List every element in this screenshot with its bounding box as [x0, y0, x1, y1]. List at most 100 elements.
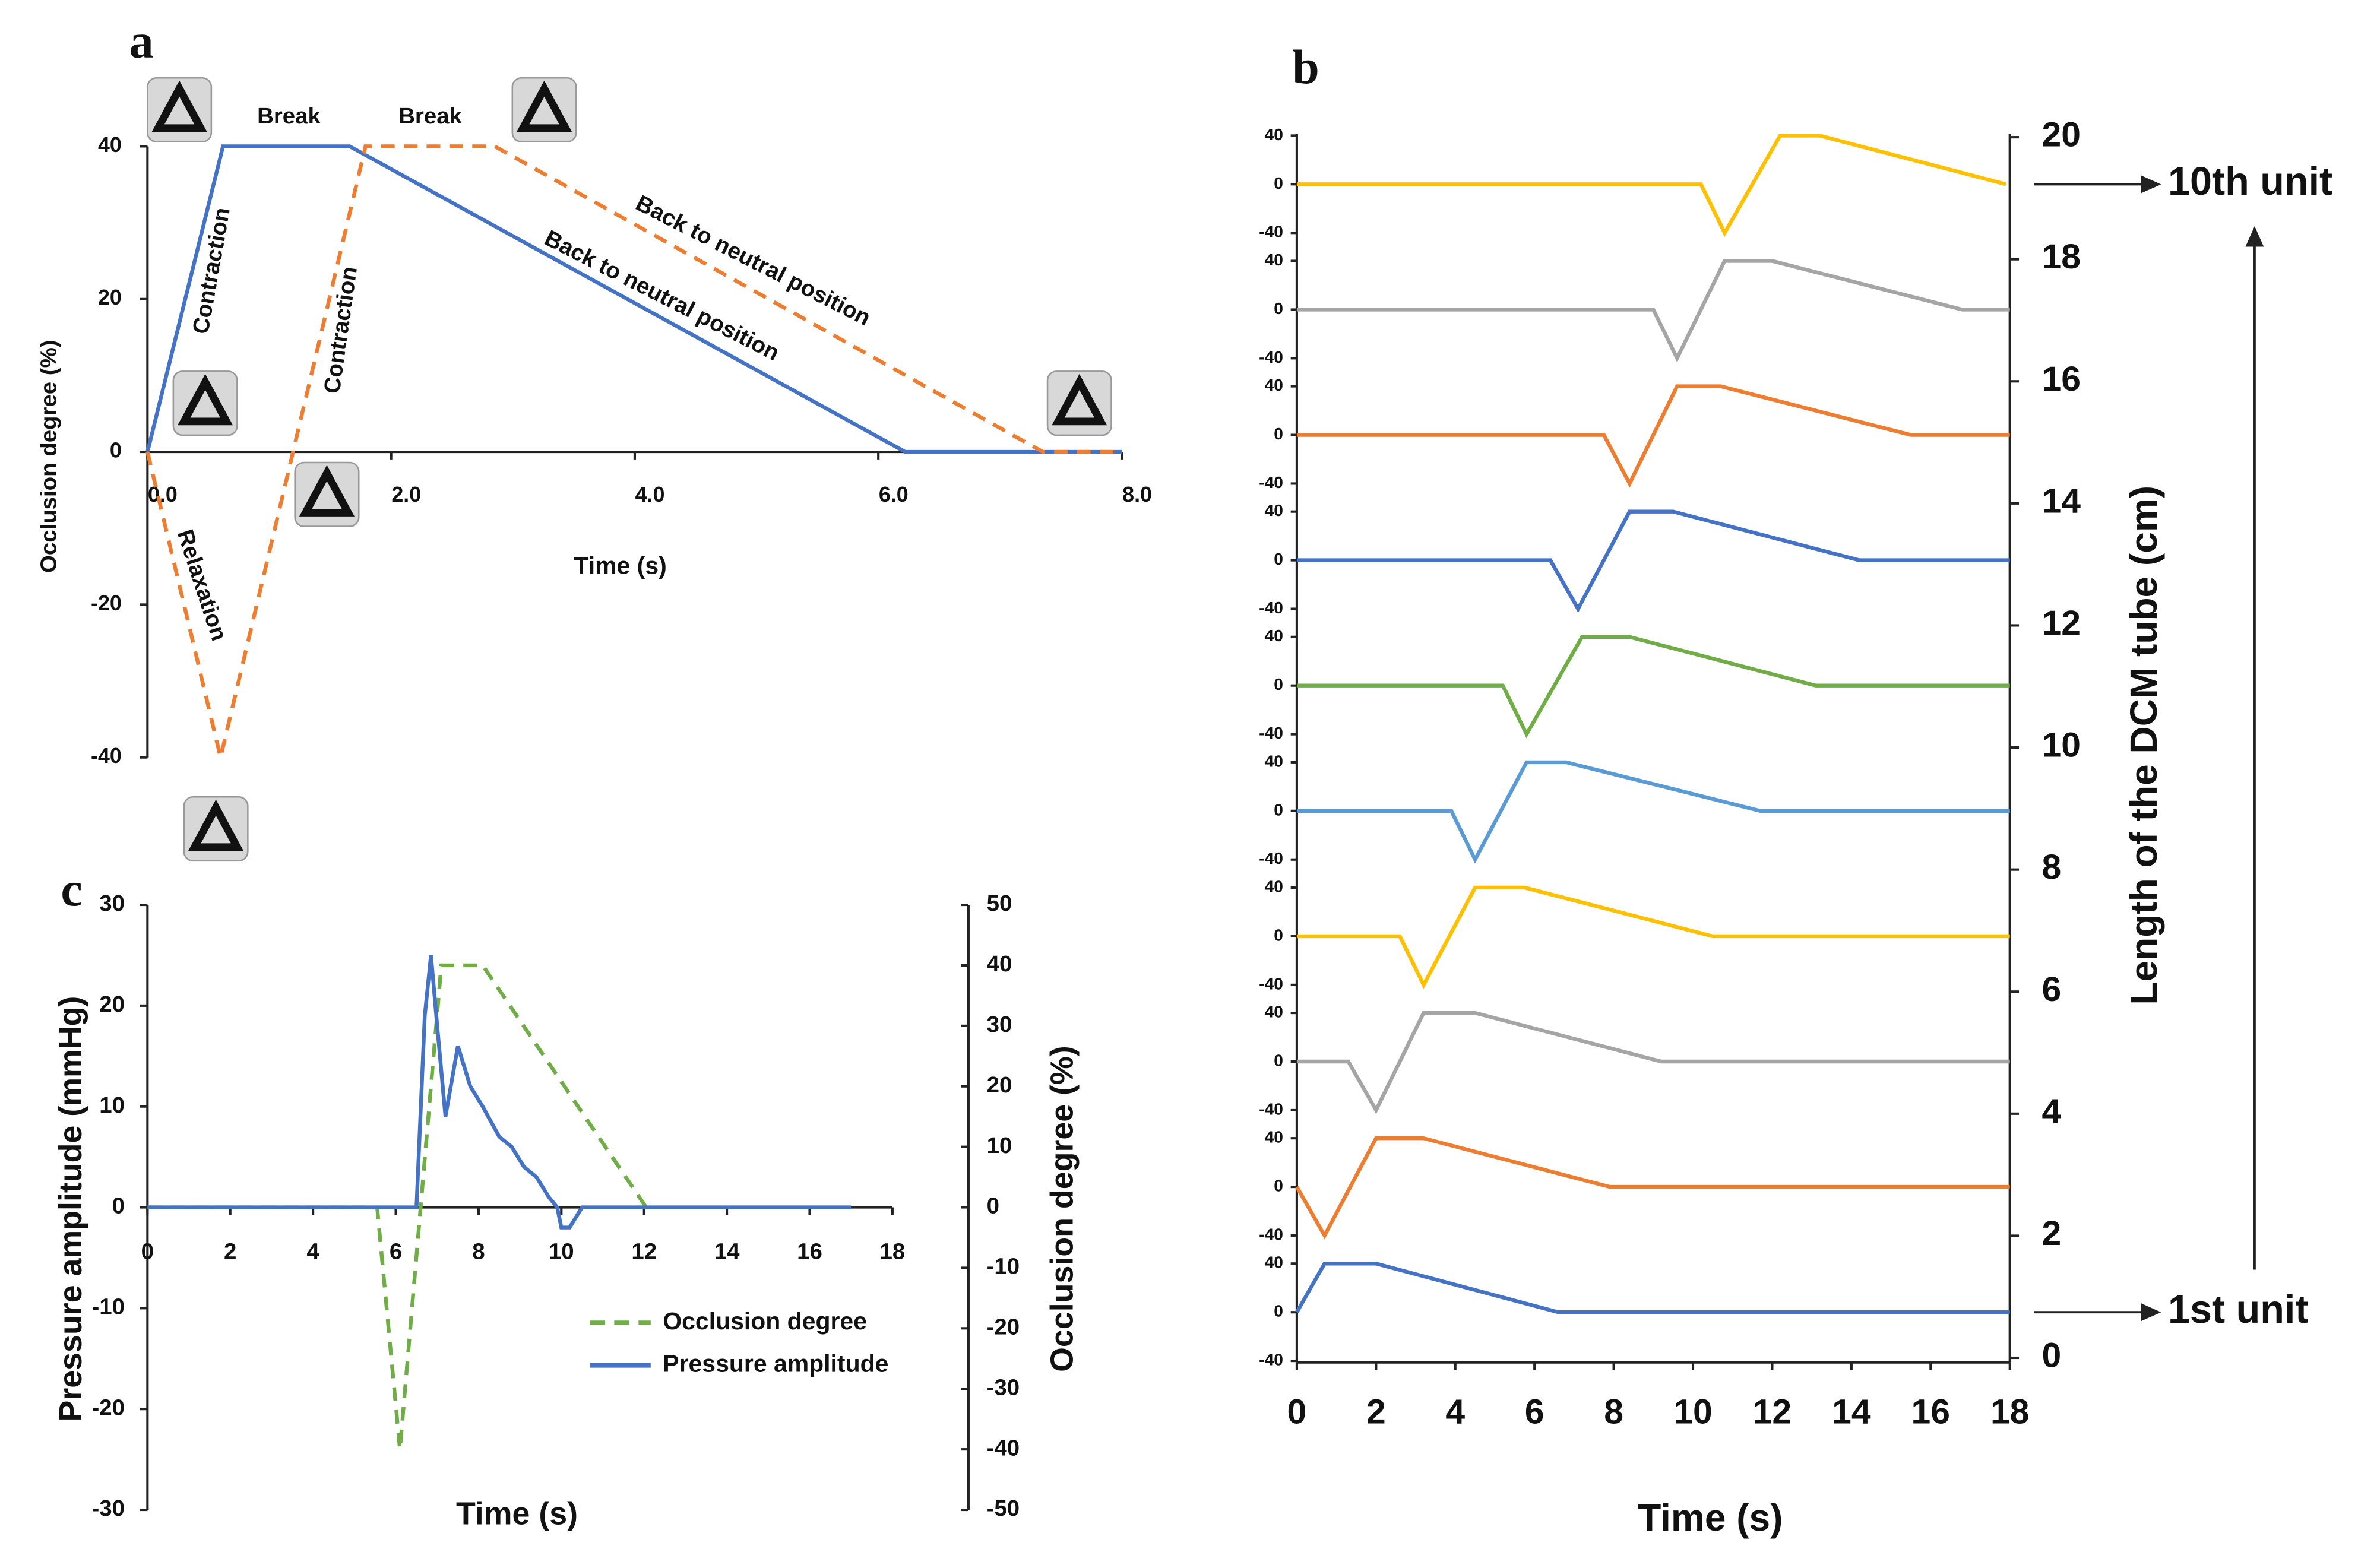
x-tick-label: 14: [714, 1238, 740, 1264]
y-tick-label: 20: [99, 992, 125, 1017]
y-tick-label: 0: [1274, 800, 1283, 819]
y-tick-label: 20: [98, 286, 122, 309]
legend-label: Pressure amplitude: [663, 1350, 888, 1377]
icon-triangle: [151, 80, 207, 132]
unit-label: 10th unit: [2168, 160, 2332, 204]
panel-label: a: [129, 14, 154, 68]
y2-tick-label: 30: [987, 1012, 1012, 1037]
x-tick-label: 6: [1525, 1392, 1544, 1431]
x-tick-label: 2: [1366, 1392, 1386, 1431]
x-tick-label: 8.0: [1122, 483, 1152, 506]
x-tick-label: 6.0: [879, 483, 909, 506]
y-tick-label: -40: [1259, 849, 1283, 867]
y2-tick-label: 20: [2042, 116, 2081, 154]
x-tick-label: 4: [1445, 1392, 1465, 1431]
data-line: [1296, 259, 2010, 363]
x-tick-label: 10: [1673, 1392, 1713, 1431]
y-tick-label: 0: [1274, 425, 1283, 443]
y2-tick-label: 20: [987, 1072, 1012, 1098]
y-tick-label: 0: [110, 439, 122, 463]
y-tick-label: 40: [1265, 1128, 1283, 1146]
x-tick-label: 18: [880, 1238, 906, 1264]
y-tick-label: -40: [1259, 1225, 1283, 1243]
y-tick-label: 40: [1265, 251, 1283, 269]
y-tick-label: 40: [1265, 376, 1283, 394]
x-tick-label: 4.0: [635, 483, 665, 506]
y2-tick-label: 14: [2042, 482, 2081, 520]
y-tick-label: 0: [1274, 1051, 1283, 1069]
y-tick-label: 30: [99, 891, 125, 916]
x-tick-label: 0.0: [148, 483, 178, 506]
annotation: Contraction: [319, 265, 362, 395]
y2-tick-label: 0: [2042, 1336, 2061, 1375]
data-line: [1296, 384, 2010, 488]
y2-tick-label: 10: [987, 1133, 1012, 1158]
y-tick-label: 0: [1274, 675, 1283, 693]
y2-tick-label: 8: [2042, 848, 2061, 886]
x-axis-title: Time (s): [574, 552, 666, 579]
y-axis-title: Occlusion degree (%): [36, 340, 62, 573]
y-tick-label: -30: [91, 1496, 125, 1521]
y2-tick-label: -10: [987, 1254, 1020, 1279]
data-line: [1296, 760, 2010, 864]
y-tick-label: -40: [1259, 1351, 1283, 1369]
x-tick-label: 10: [549, 1238, 574, 1264]
panel-label: b: [1292, 40, 1319, 94]
y2-axis-title: Length of the DCM tube (cm): [2122, 486, 2165, 1005]
y2-tick-label: 2: [2042, 1214, 2061, 1253]
y-tick-label: -40: [1259, 598, 1283, 617]
x-tick-label: 8: [472, 1238, 485, 1264]
y-tick-label: -40: [1259, 473, 1283, 492]
y-tick-label: 0: [1274, 174, 1283, 192]
y-tick-label: 0: [112, 1193, 125, 1219]
icon-triangle: [188, 799, 244, 851]
y-tick-label: -40: [91, 744, 122, 768]
y-tick-label: 40: [1265, 125, 1283, 144]
y2-tick-label: 18: [2042, 237, 2081, 276]
x-tick-label: 14: [1832, 1392, 1871, 1431]
y-tick-label: 40: [98, 133, 122, 157]
y2-tick-label: 6: [2042, 970, 2061, 1009]
x-tick-label: 4: [306, 1238, 319, 1264]
y-tick-label: -40: [1259, 724, 1283, 742]
data-line: [145, 144, 1122, 758]
y-tick-label: 40: [1265, 1253, 1283, 1272]
x-axis-title: Time (s): [1638, 1496, 1783, 1539]
icon-triangle: [1052, 373, 1107, 426]
y-tick-label: -20: [91, 1395, 125, 1420]
y-tick-label: 40: [1265, 1003, 1283, 1021]
unit-label: 1st unit: [2168, 1288, 2309, 1332]
x-tick-label: 16: [1911, 1392, 1951, 1431]
y-tick-label: 0: [1274, 299, 1283, 318]
x-tick-label: 0: [1287, 1392, 1307, 1431]
x-tick-label: 18: [1990, 1392, 2030, 1431]
x-axis-title: Time (s): [456, 1496, 578, 1531]
y-tick-label: 40: [1265, 877, 1283, 895]
x-tick-label: 12: [1753, 1392, 1792, 1431]
data-line: [1296, 1011, 2010, 1114]
y2-tick-label: -50: [987, 1496, 1020, 1521]
legend-label: Occlusion degree: [663, 1307, 867, 1335]
y-tick-label: -40: [1259, 348, 1283, 366]
data-line: [147, 955, 852, 1230]
x-tick-label: 6: [390, 1238, 402, 1264]
x-tick-label: 8: [1604, 1392, 1623, 1431]
y-tick-label: 40: [1265, 752, 1283, 770]
icon-triangle: [299, 465, 355, 517]
y2-tick-label: 0: [987, 1193, 999, 1219]
data-line: [1296, 635, 2010, 739]
data-line: [1296, 885, 2010, 989]
data-line: [145, 144, 1122, 454]
y-tick-label: -40: [1259, 974, 1283, 993]
y2-tick-label: 40: [987, 951, 1012, 977]
icon-triangle: [517, 80, 572, 132]
y-tick-label: -10: [91, 1294, 125, 1320]
annotation: Break: [257, 103, 321, 129]
icon-triangle: [178, 373, 233, 426]
x-tick-label: 0: [141, 1238, 154, 1264]
x-tick-label: 12: [631, 1238, 657, 1264]
y2-tick-label: 10: [2042, 726, 2081, 765]
y2-tick-label: 16: [2042, 360, 2081, 398]
